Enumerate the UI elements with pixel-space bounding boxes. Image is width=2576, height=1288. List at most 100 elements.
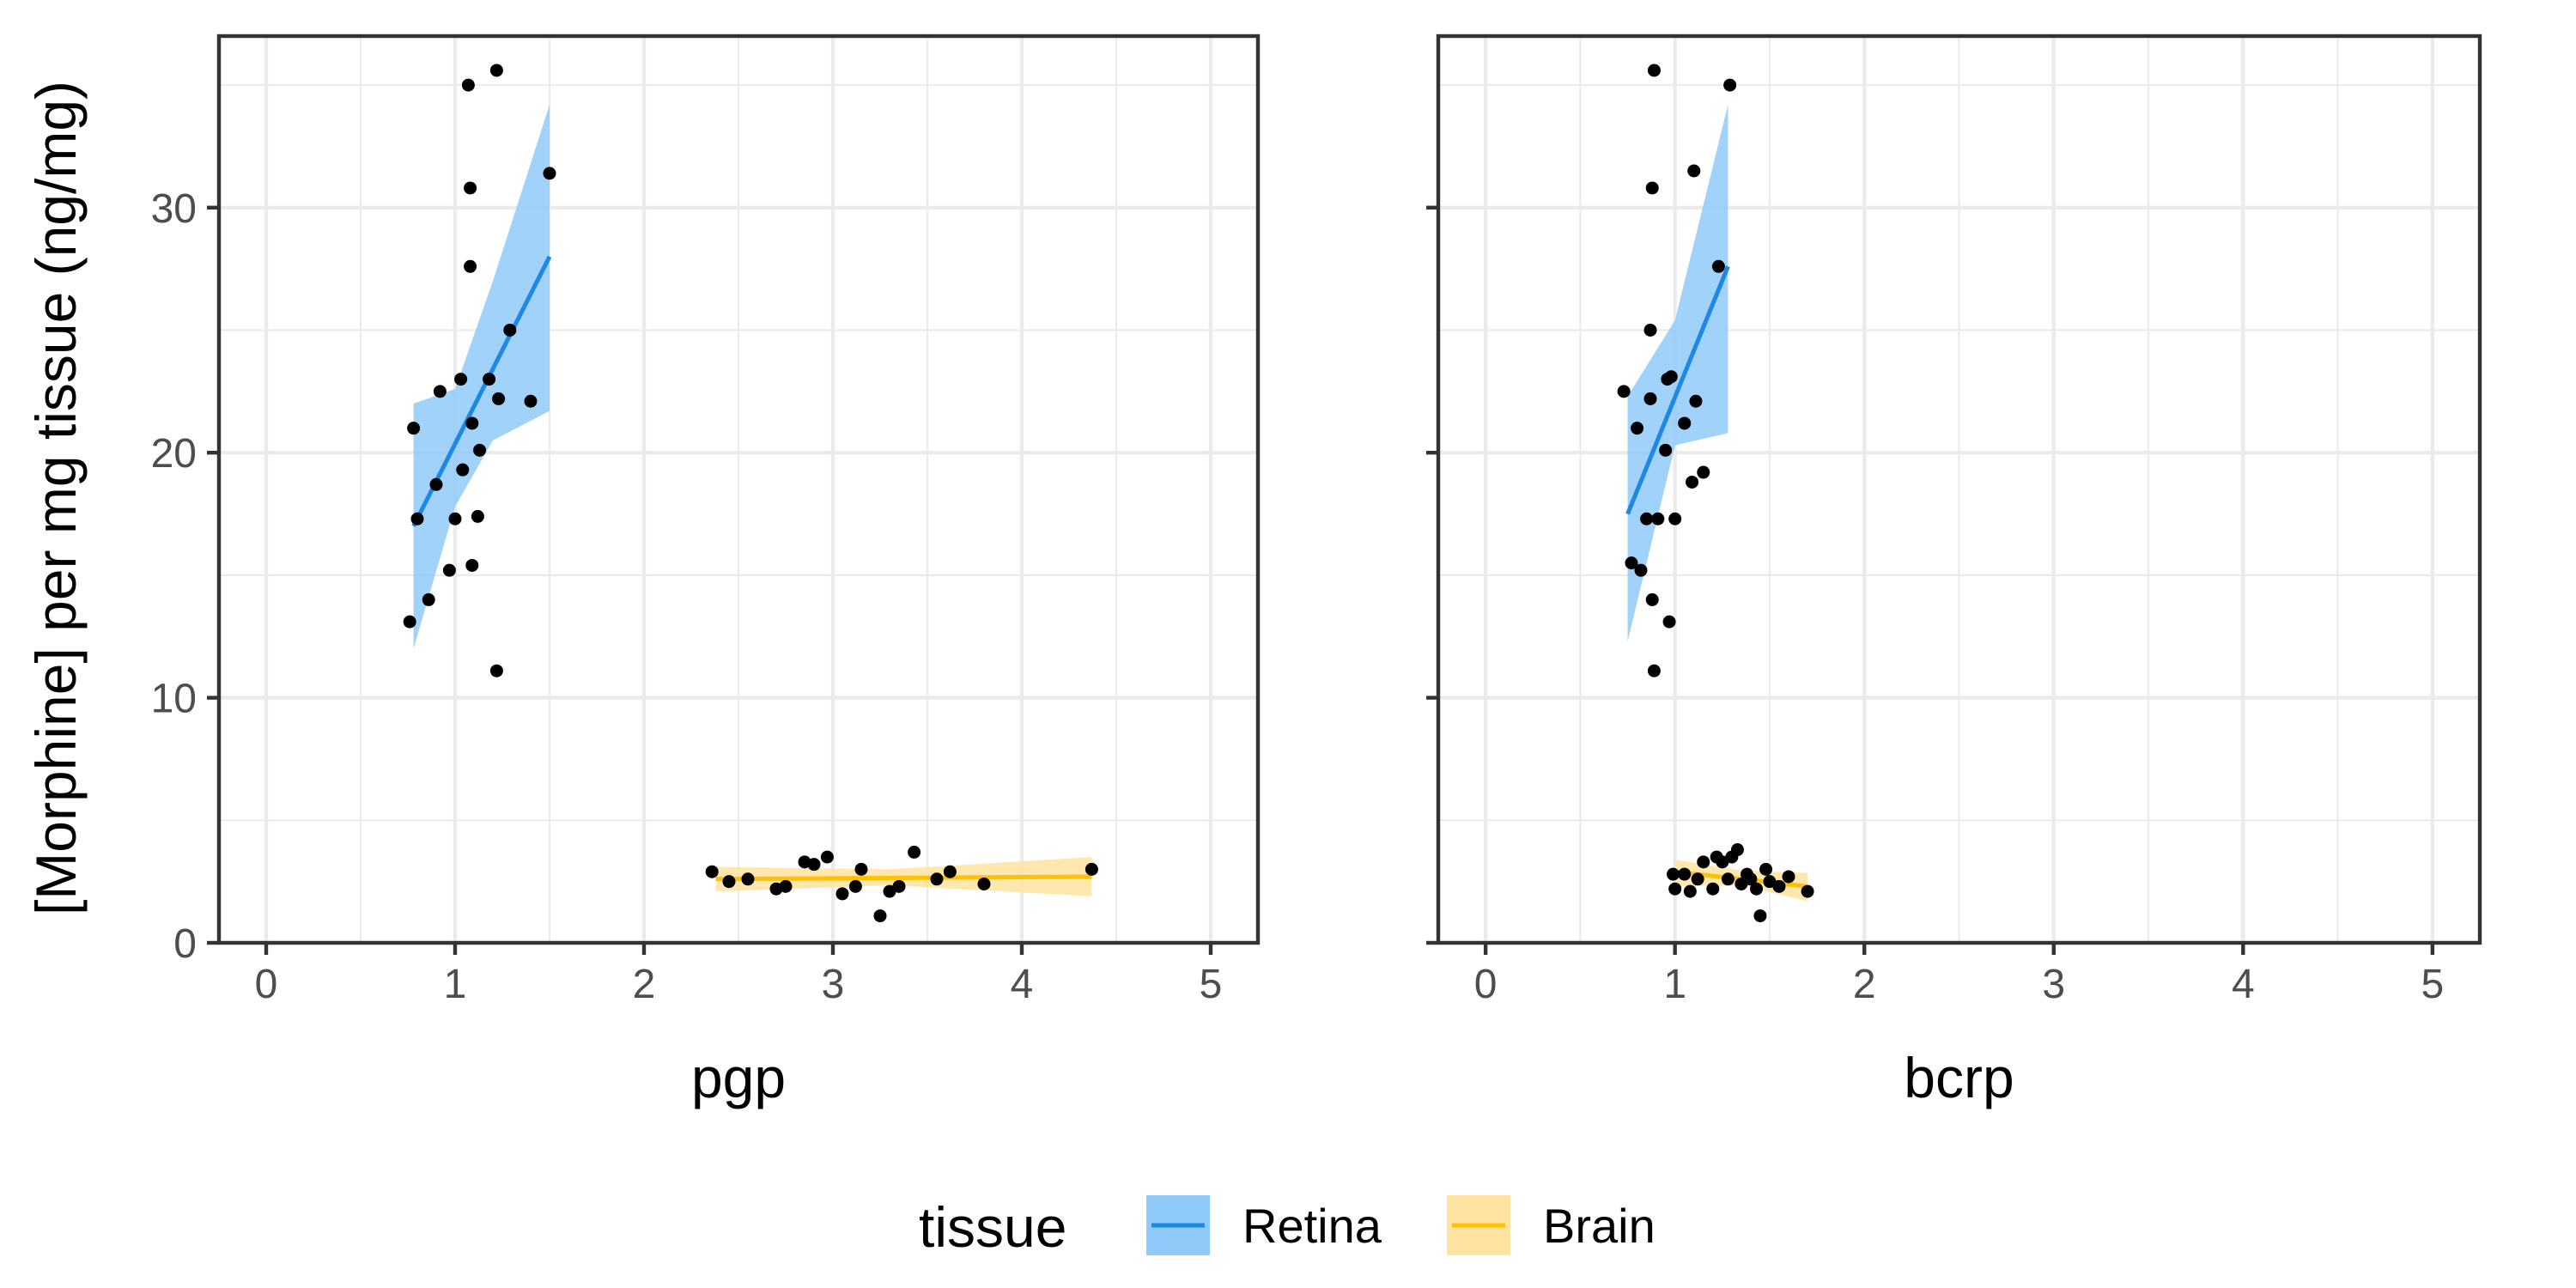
- data-point-retina: [492, 392, 506, 405]
- fit-line-retina: [1625, 265, 1730, 515]
- data-point-retina: [503, 323, 517, 337]
- data-point-brain: [930, 872, 944, 886]
- panel-frame: [1436, 33, 2482, 945]
- data-point-retina: [456, 463, 470, 477]
- data-point-brain: [1763, 875, 1777, 889]
- data-point-retina: [1640, 512, 1654, 526]
- x-tick-label: 2: [1853, 962, 1876, 1007]
- y-tick-label: 20: [151, 431, 197, 477]
- data-point-retina: [1711, 259, 1725, 273]
- data-point-retina: [1645, 181, 1659, 195]
- data-point-brain: [1782, 870, 1795, 884]
- data-point-retina: [454, 373, 468, 386]
- data-point-retina: [524, 394, 538, 408]
- data-point-retina: [1647, 664, 1661, 677]
- data-point-brain: [848, 879, 862, 893]
- legend-item-retina: Retina: [1146, 1195, 1382, 1255]
- data-point-brain: [908, 845, 921, 859]
- data-point-retina: [1634, 563, 1648, 577]
- confidence-band-retina: [413, 104, 550, 649]
- data-point-brain: [977, 878, 991, 891]
- x-tick-label: 1: [444, 962, 467, 1007]
- data-point-brain: [1084, 862, 1098, 876]
- legend-label-retina: Retina: [1242, 1199, 1382, 1253]
- x-axis-title-bcrp: bcrp: [1904, 1046, 2014, 1109]
- data-point-brain: [883, 884, 896, 898]
- data-point-brain: [943, 865, 957, 878]
- data-point-brain: [1730, 843, 1744, 857]
- y-tick-label: 0: [173, 921, 197, 967]
- data-point-brain: [1706, 882, 1720, 896]
- data-point-retina: [1659, 443, 1673, 457]
- data-point-retina: [1645, 592, 1659, 606]
- data-point-retina: [1668, 512, 1682, 526]
- data-point-retina: [422, 592, 435, 606]
- data-point-retina: [465, 416, 479, 430]
- data-point-retina: [1723, 78, 1737, 92]
- data-point-retina: [543, 167, 556, 180]
- panel-frame: [216, 33, 1261, 945]
- data-point-brain: [1716, 855, 1729, 869]
- data-point-retina: [483, 373, 496, 386]
- data-point-brain: [741, 872, 755, 886]
- data-point-retina: [1687, 164, 1701, 178]
- data-point-retina: [1689, 394, 1703, 408]
- data-point-retina: [465, 558, 479, 572]
- legend-item-brain: Brain: [1447, 1195, 1656, 1255]
- data-point-retina: [489, 664, 503, 677]
- data-point-brain: [1750, 882, 1764, 896]
- data-point-retina: [442, 563, 456, 577]
- data-point-brain: [1668, 882, 1682, 896]
- legend-label-brain: Brain: [1543, 1199, 1656, 1253]
- data-point-brain: [820, 850, 834, 864]
- data-point-brain: [1683, 884, 1697, 898]
- data-point-brain: [854, 862, 868, 876]
- data-point-retina: [1697, 465, 1710, 479]
- data-point-brain: [892, 879, 906, 893]
- data-point-retina: [433, 385, 447, 398]
- x-tick-label: 5: [2421, 962, 2445, 1007]
- data-point-retina: [489, 64, 503, 77]
- data-point-retina: [1617, 385, 1631, 398]
- y-tick-label: 30: [151, 186, 197, 232]
- data-point-retina: [1678, 416, 1692, 430]
- data-point-brain: [1744, 872, 1758, 886]
- data-point-brain: [1753, 909, 1767, 923]
- data-point-brain: [1678, 867, 1692, 881]
- x-tick-label: 4: [1011, 962, 1034, 1007]
- data-point-brain: [807, 858, 821, 872]
- data-point-retina: [1631, 422, 1644, 435]
- data-point-brain: [1721, 872, 1735, 886]
- data-point-retina: [471, 509, 484, 523]
- x-tick-label: 1: [1663, 962, 1686, 1007]
- data-point-retina: [410, 512, 424, 526]
- data-point-retina: [407, 422, 421, 435]
- data-point-retina: [1625, 556, 1638, 570]
- x-tick-label: 5: [1200, 962, 1223, 1007]
- x-tick-label: 0: [255, 962, 278, 1007]
- data-point-brain: [835, 887, 849, 901]
- legend: tissue Retina Brain: [919, 1195, 1656, 1259]
- x-tick-label: 3: [822, 962, 845, 1007]
- data-point-brain: [722, 875, 736, 889]
- data-point-brain: [1666, 867, 1680, 881]
- data-point-retina: [1643, 323, 1657, 337]
- data-point-retina: [403, 615, 416, 629]
- data-point-brain: [1735, 878, 1748, 891]
- data-point-retina: [1647, 64, 1661, 77]
- data-point-brain: [1759, 862, 1773, 876]
- x-tick-label: 0: [1474, 962, 1498, 1007]
- data-point-retina: [464, 181, 477, 195]
- data-point-brain: [779, 879, 793, 893]
- y-tick-label: 10: [151, 677, 197, 722]
- data-point-brain: [1801, 884, 1814, 898]
- x-tick-label: 2: [633, 962, 656, 1007]
- data-point-retina: [1651, 512, 1665, 526]
- data-point-brain: [873, 909, 887, 923]
- x-tick-label: 4: [2232, 962, 2255, 1007]
- y-axis-title: [Morphine] per mg tissue (ng/mg): [24, 81, 88, 915]
- data-point-retina: [1662, 615, 1676, 629]
- x-tick-label: 3: [2042, 962, 2065, 1007]
- data-point-retina: [1664, 370, 1678, 384]
